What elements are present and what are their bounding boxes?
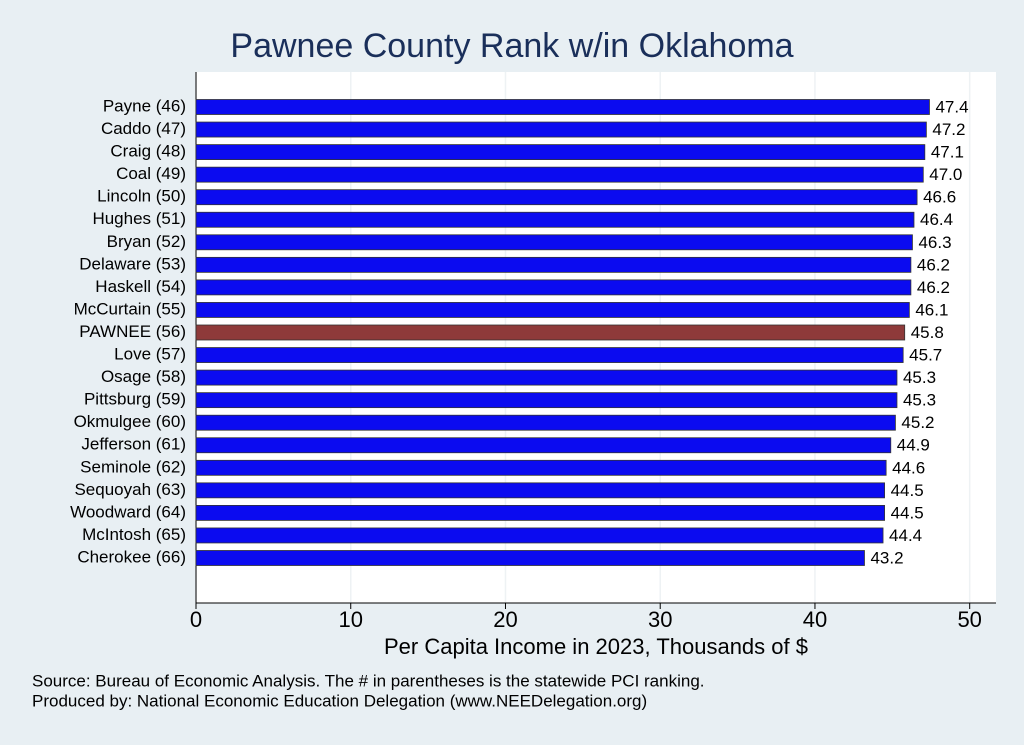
x-tick-label: 50 <box>957 607 981 632</box>
bar <box>195 256 912 273</box>
y-tick-label: Hughes (51) <box>92 209 186 228</box>
bar <box>195 144 926 161</box>
bar <box>195 437 892 454</box>
y-tick-label: McIntosh (65) <box>82 525 186 544</box>
bar <box>195 459 887 476</box>
y-tick-label: Lincoln (50) <box>97 187 186 206</box>
y-tick-label: Osage (58) <box>101 367 186 386</box>
y-tick-label: Delaware (53) <box>79 254 186 273</box>
x-tick-label: 0 <box>190 607 202 632</box>
bar <box>195 166 924 183</box>
bar <box>195 99 930 115</box>
y-tick-label: Seminole (62) <box>80 457 186 476</box>
y-tick-label: Woodward (64) <box>70 502 186 521</box>
x-tick-label: 30 <box>648 607 672 632</box>
value-label: 44.6 <box>892 458 925 477</box>
y-tick-label: Haskell (54) <box>95 277 186 296</box>
bar <box>195 279 912 296</box>
bar <box>195 550 865 566</box>
value-label: 47.2 <box>932 120 965 139</box>
bar <box>195 504 885 521</box>
bar <box>195 234 913 251</box>
value-label: 46.2 <box>917 278 950 297</box>
x-tick-label: 20 <box>493 607 517 632</box>
bar <box>195 527 884 544</box>
value-label: 45.7 <box>909 346 942 365</box>
y-tick-label: Caddo (47) <box>101 119 186 138</box>
x-axis-label: Per Capita Income in 2023, Thousands of … <box>384 634 808 659</box>
value-label: 44.9 <box>897 436 930 455</box>
value-label: 47.1 <box>931 143 964 162</box>
value-label: 43.2 <box>870 548 903 567</box>
value-label: 46.3 <box>918 233 951 252</box>
y-tick-label: Craig (48) <box>110 142 186 161</box>
y-tick-label: Bryan (52) <box>107 232 186 251</box>
y-tick-label: Jefferson (61) <box>81 435 186 454</box>
value-label: 45.2 <box>901 413 934 432</box>
source-note: Source: Bureau of Economic Analysis. The… <box>32 671 705 690</box>
y-tick-label: Okmulgee (60) <box>74 412 186 431</box>
bar <box>195 482 885 499</box>
value-label: 45.8 <box>911 323 944 342</box>
x-tick-label: 40 <box>803 607 827 632</box>
value-label: 46.1 <box>915 300 948 319</box>
bar <box>195 347 904 363</box>
bar <box>195 211 915 228</box>
bar <box>195 369 898 386</box>
bar <box>195 414 896 431</box>
y-tick-label: Cherokee (66) <box>77 547 186 566</box>
value-label: 45.3 <box>903 391 936 410</box>
y-tick-label: PAWNEE (56) <box>79 322 186 341</box>
bar <box>195 302 910 318</box>
value-label: 44.4 <box>889 526 922 545</box>
bar <box>195 324 906 341</box>
y-tick-label: Love (57) <box>114 345 186 364</box>
value-label: 47.0 <box>929 165 962 184</box>
value-label: 47.4 <box>935 97 968 116</box>
y-tick-label: Coal (49) <box>116 164 186 183</box>
value-label: 46.4 <box>920 210 953 229</box>
y-tick-label: Payne (46) <box>103 96 186 115</box>
chart-title: Pawnee County Rank w/in Oklahoma <box>230 27 793 65</box>
value-label: 46.6 <box>923 188 956 207</box>
value-label: 46.2 <box>917 255 950 274</box>
y-tick-label: McCurtain (55) <box>74 299 186 318</box>
value-label: 45.3 <box>903 368 936 387</box>
y-tick-label: Pittsburg (59) <box>84 390 186 409</box>
x-tick-label: 10 <box>338 607 362 632</box>
bar <box>195 121 927 138</box>
bar <box>195 392 898 409</box>
bar <box>195 189 918 206</box>
y-tick-label: Sequoyah (63) <box>74 480 186 499</box>
value-label: 44.5 <box>891 503 924 522</box>
value-label: 44.5 <box>891 481 924 500</box>
credit-note: Produced by: National Economic Education… <box>32 691 647 710</box>
